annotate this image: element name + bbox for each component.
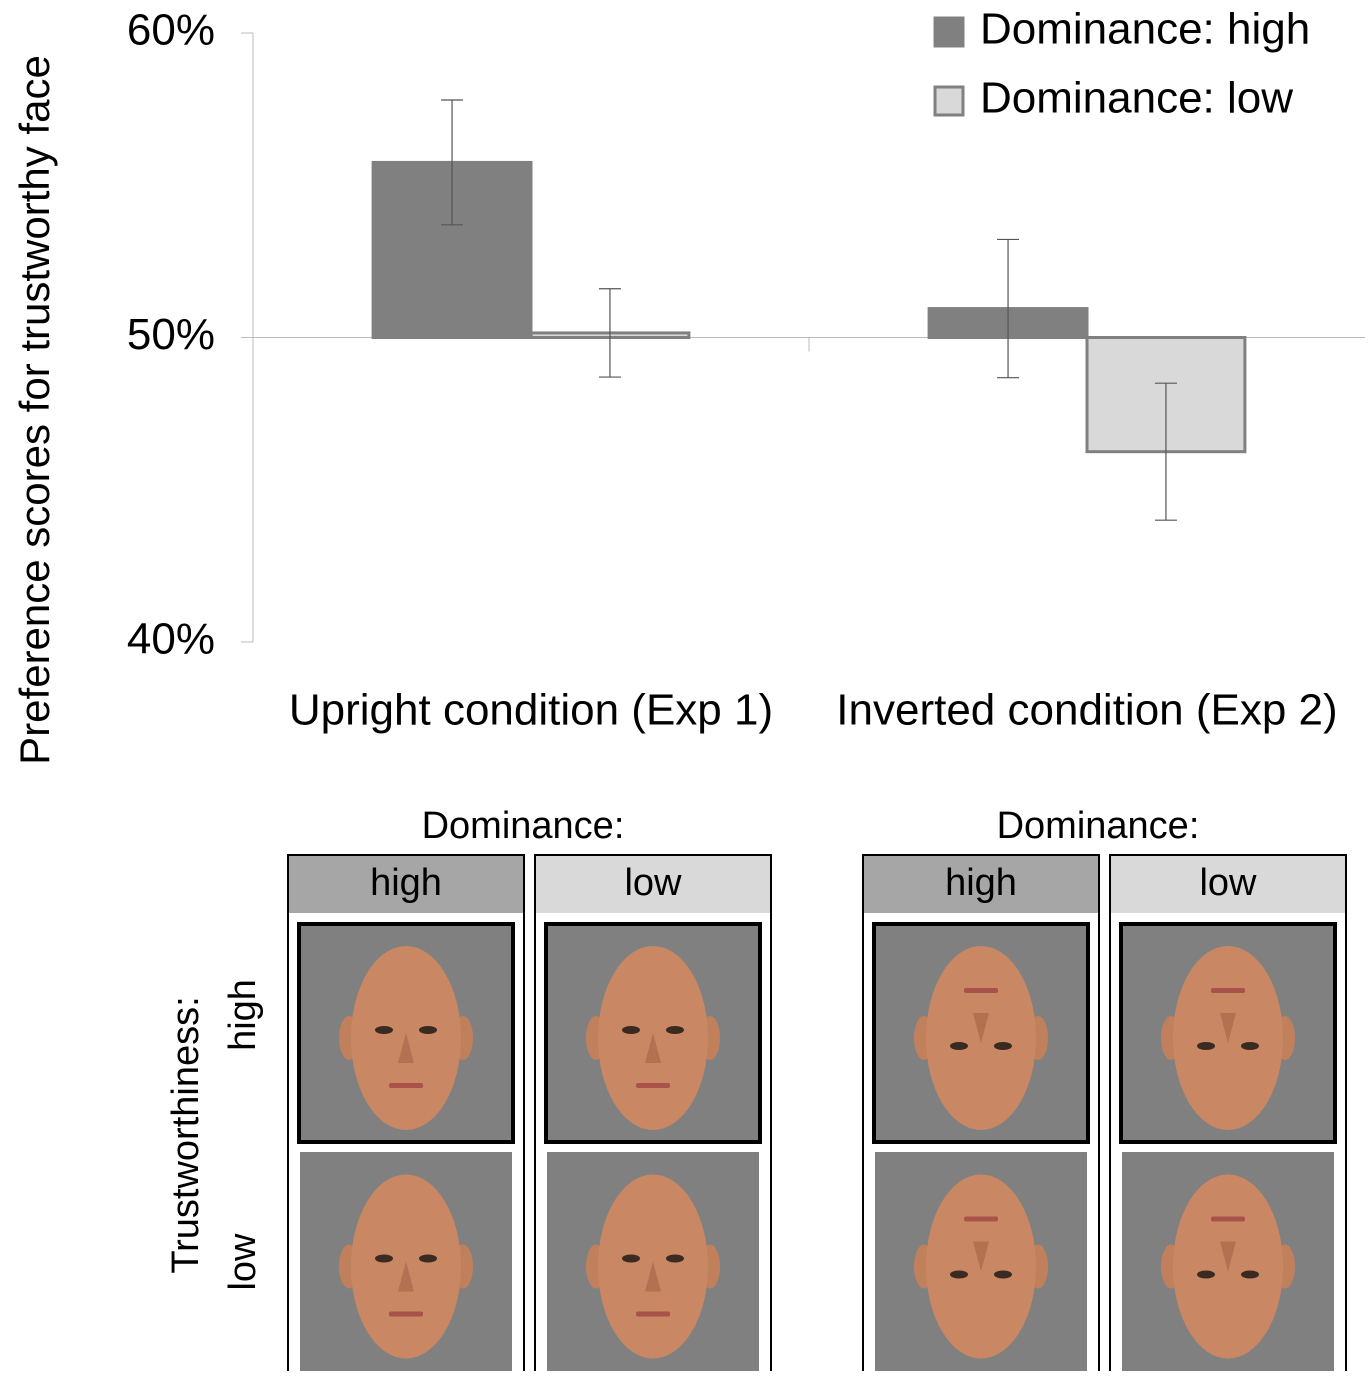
x-tick-label: Inverted condition (Exp 2) [836,686,1337,735]
eye [1197,1042,1215,1050]
row-label: low [222,1233,264,1291]
eye [950,1271,968,1279]
legend-swatch [935,87,963,115]
eye [994,1271,1012,1279]
eye [1197,1271,1215,1279]
mouth [964,1217,998,1222]
y-axis-label: Preference scores for trustworthy face [11,55,58,765]
row-label: high [222,979,264,1051]
eye [950,1042,968,1050]
eye [1241,1042,1259,1050]
figure: Preference scores for trustworthy face T… [0,0,1372,1371]
column-label: high [945,862,1017,904]
mouth [1211,988,1245,993]
column-label: high [370,862,442,904]
mouth [389,1083,423,1088]
column-label: low [624,862,682,904]
y-tick-label: 50% [127,310,215,359]
mouth [964,988,998,993]
eye [375,1026,393,1034]
mouth [636,1083,670,1088]
legend-swatch [935,18,963,46]
mouth [1211,1217,1245,1222]
legend-label: Dominance: high [980,5,1310,54]
x-tick-label: Upright condition (Exp 1) [289,686,773,735]
mouth [636,1312,670,1317]
eye [419,1026,437,1034]
row-title: Trustworthiness: [165,996,207,1273]
eye [622,1255,640,1263]
eye [375,1255,393,1263]
eye [622,1026,640,1034]
mouth [389,1312,423,1317]
y-tick-label: 60% [127,6,215,55]
column-label: low [1199,862,1257,904]
eye [1241,1271,1259,1279]
y-tick-label: 40% [127,615,215,664]
eye [419,1255,437,1263]
panel-title: Dominance: [997,805,1200,847]
panel-title: Dominance: [422,805,625,847]
eye [994,1042,1012,1050]
eye [666,1255,684,1263]
legend-label: Dominance: low [980,74,1293,123]
eye [666,1026,684,1034]
